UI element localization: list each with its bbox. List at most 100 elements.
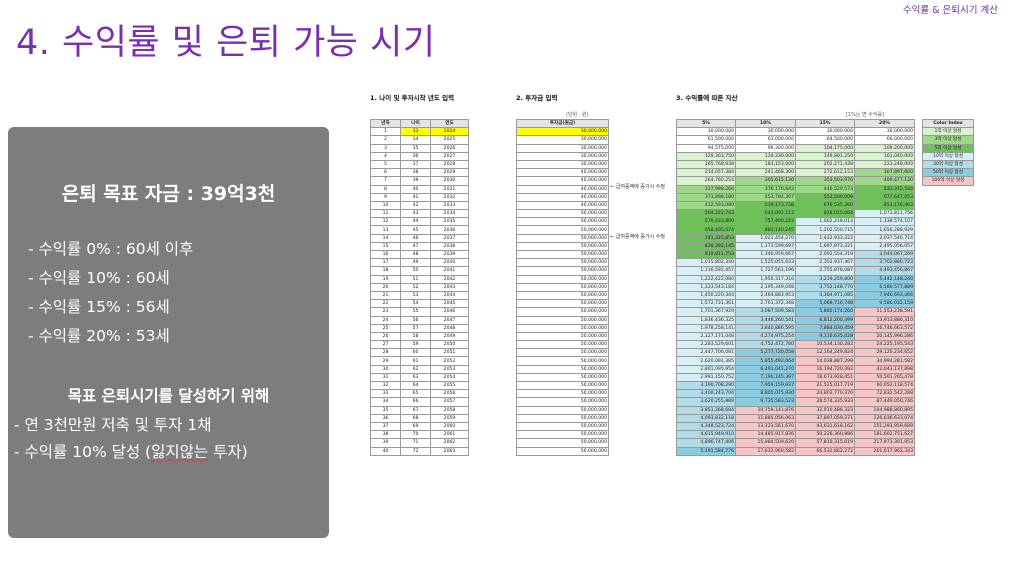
col-header: 20% [854, 118, 915, 129]
table-row: 50,000,000 [516, 233, 609, 243]
asset-cell: 29,120,234,652 [854, 348, 915, 358]
year-cell: 39 [400, 176, 431, 186]
year-cell: 2058 [430, 405, 469, 415]
year-cell: 64 [400, 380, 431, 391]
summary-panel: 은퇴 목표 자금 : 39억3천 - 수익률 0% : 60세 이후 - 수익률… [8, 127, 329, 538]
asset-cell: 63,000,000 [735, 135, 796, 145]
asset-cell: 5,277,720,058 [735, 348, 796, 358]
year-cell: 2025 [430, 135, 469, 145]
asset-growth-table: 5% 10% 15% 20% 30,000,000 30,000,000 30,00… [676, 118, 915, 456]
table-row: 50,000,000 [516, 356, 609, 366]
asset-cell: 677,647,053 [854, 192, 915, 202]
year-cell: 2062 [430, 438, 469, 448]
asset-cell: 10,759,141,876 [735, 405, 796, 415]
table-row: 24 56 2047 [370, 315, 469, 325]
investment-cell: 50,000,000 [516, 225, 609, 235]
table-row: 579,433,880 757,400,223 1,002,218,013 1,338… [676, 217, 915, 227]
asset-cell: 353,503,976 [795, 176, 855, 186]
year-cell: 3 [370, 143, 401, 153]
investment-cell: 50,000,000 [516, 249, 609, 260]
year-cell: 2047 [430, 315, 469, 325]
year-cell: 9 [370, 192, 401, 202]
year-cell: 4 [370, 151, 401, 161]
asset-cell: 50,501,765,478 [854, 372, 915, 383]
asset-cell: 4,348,523,724 [676, 421, 736, 432]
year-cell: 34 [370, 397, 401, 407]
year-cell: 6 [370, 168, 401, 178]
asset-cell: 4,093,832,118 [676, 413, 736, 423]
strategy-underlined: 잃지않는 [151, 443, 209, 461]
asset-cell: 5,442,148,240 [854, 274, 915, 284]
strategy-title: 목표 은퇴시기를 달성하기 위해 [67, 387, 270, 405]
asset-cell: 5,880,174,260 [795, 307, 855, 317]
year-cell: 32 [370, 380, 401, 391]
investment-cell: 40,000,000 [516, 192, 609, 202]
asset-cell: 2,127,171,048 [676, 331, 736, 342]
year-cell: 2033 [430, 200, 469, 211]
table-row: 50,000,000 [516, 266, 609, 276]
asset-cell: 1,836,436,325 [676, 315, 736, 325]
asset-cell: 272,612,153 [795, 168, 855, 178]
table-row: 94,575,000 99,300,000 104,175,000 109,200,0… [676, 143, 915, 153]
asset-cell: 24,225,195,543 [854, 340, 915, 350]
year-cell: 30 [370, 364, 401, 374]
table-row: 919,811,753 1,340,959,667 2,002,554,319 3,0… [676, 249, 915, 260]
legend-item: 5억 이상 달성 [922, 143, 974, 153]
table-row: 6 38 2029 [370, 168, 469, 178]
legend-row: 5억 이상 달성 [922, 143, 974, 153]
table-row: 50,000,000 [516, 307, 609, 317]
table-row: 50,000,000 [516, 323, 609, 333]
table-row: 36 68 2059 [370, 413, 469, 423]
year-cell: 26 [370, 331, 401, 342]
year-cell: 2040 [430, 258, 469, 268]
asset-cell: 30,000,000 [854, 127, 915, 137]
asset-cell: 3,219,259,800 [795, 274, 855, 284]
asset-cell: 94,575,000 [676, 143, 736, 153]
investment-cell: 50,000,000 [516, 446, 609, 456]
table-row: 50,000,000 [516, 421, 609, 432]
year-cell: 36 [400, 151, 431, 161]
asset-cell: 828,015,664 [795, 209, 855, 219]
asset-cell: 4,615,949,910 [676, 430, 736, 440]
table-row: 23 55 2046 [370, 307, 469, 317]
year-cell: 61 [400, 356, 431, 366]
strategy-line: - 연 3천만원 저축 및 투자 1채 [14, 416, 212, 434]
section1-heading: 1. 나이 및 투자시작 년도 입력 [370, 94, 455, 102]
table-row: 50,000,000 [516, 274, 609, 284]
section3-heading: 3. 수익률에 따른 자산 [676, 94, 738, 102]
year-cell: 66 [400, 397, 431, 407]
asset-cell: 181,602,751,627 [854, 430, 915, 440]
asset-cell: 109,200,000 [854, 143, 915, 153]
asset-cell: 28,574,335,933 [795, 397, 855, 407]
asset-cell: 126,036,633,074 [854, 413, 915, 423]
year-cell: 56 [400, 315, 431, 325]
table-row: 29 61 2052 [370, 356, 469, 366]
table-row: 264,760,254 305,615,130 353,503,976 409,477… [676, 176, 915, 186]
table-row: 20 52 2043 [370, 282, 469, 292]
section2-unit: (단위 : 원) [566, 112, 589, 118]
asset-cell: 307,897,600 [854, 168, 915, 178]
year-cell: 38 [370, 430, 401, 440]
asset-cell: 2,002,554,319 [795, 249, 855, 260]
year-cell: 2032 [430, 192, 469, 202]
investment-cell: 30,000,000 [516, 151, 609, 161]
table-row: 3,620,255,889 9,735,583,523 28,574,335,933… [676, 397, 915, 407]
table-row: 4,615,949,910 14,485,917,836 50,226,360,88… [676, 430, 915, 440]
asset-cell: 151,293,959,689 [854, 421, 915, 432]
year-cell: 54 [400, 299, 431, 309]
table-row: 2,801,095,954 6,491,041,270 16,194,720,392… [676, 364, 915, 374]
year-cell: 2027 [430, 151, 469, 161]
year-cell: 38 [400, 168, 431, 178]
investment-cell: 50,000,000 [516, 438, 609, 448]
investment-cell: 50,000,000 [516, 397, 609, 407]
legend-row: 1억 이상 달성 [922, 127, 974, 137]
investment-cell: 50,000,000 [516, 364, 609, 374]
table-row: 50,000,000 [516, 331, 609, 342]
asset-cell: 3,446,260,541 [735, 315, 796, 325]
table-row: 50,000,000 [516, 249, 609, 260]
asset-cell: 2,801,095,954 [676, 364, 736, 374]
corner-label: 수익률 & 은퇴시기 계산 [902, 5, 998, 16]
table-row: 13 45 2036 [370, 225, 469, 235]
table-row: 50,000,000 [516, 364, 609, 374]
asset-cell: 4,274,975,254 [735, 331, 796, 342]
